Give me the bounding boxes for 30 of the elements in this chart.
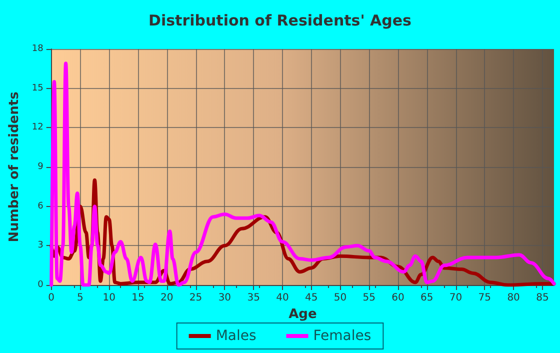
y-tick-label: 3	[38, 240, 44, 251]
x-tick-label: 45	[304, 292, 318, 304]
x-tick-label: 50	[334, 292, 347, 304]
x-tick-label: 35	[247, 292, 260, 304]
x-axis-title: Age	[288, 306, 317, 322]
x-tick-label: 60	[392, 292, 404, 304]
y-tick-label: 12	[32, 122, 44, 133]
x-tick-label: 15	[132, 292, 144, 304]
y-tick-label: 6	[38, 201, 44, 212]
y-tick-label: 18	[32, 44, 44, 54]
x-tick-label: 65	[420, 292, 434, 304]
x-tick-label: 20	[160, 292, 174, 304]
y-tick-label: 0	[38, 280, 44, 290]
x-tick-label: 10	[102, 292, 116, 304]
x-tick-label: 55	[362, 292, 376, 304]
y-tick-label: 15	[32, 83, 44, 94]
legend-label: Females	[313, 328, 372, 344]
x-tick-label: 25	[189, 292, 202, 304]
x-tick-label: 80	[507, 292, 520, 304]
legend-label: Males	[216, 328, 256, 344]
chart-title: Distribution of Residents' Ages	[148, 12, 412, 30]
x-tick-label: 30	[218, 292, 232, 304]
x-tick-label: 70	[449, 292, 462, 304]
x-tick-label: 85	[536, 292, 549, 304]
x-tick-label: 40	[276, 292, 289, 304]
y-axis-title: Number of residents	[7, 91, 22, 242]
x-tick-label: 5	[77, 292, 84, 304]
x-tick-label: 75	[478, 292, 492, 304]
y-tick-label: 9	[38, 162, 44, 172]
x-tick-label: 0	[48, 292, 55, 304]
